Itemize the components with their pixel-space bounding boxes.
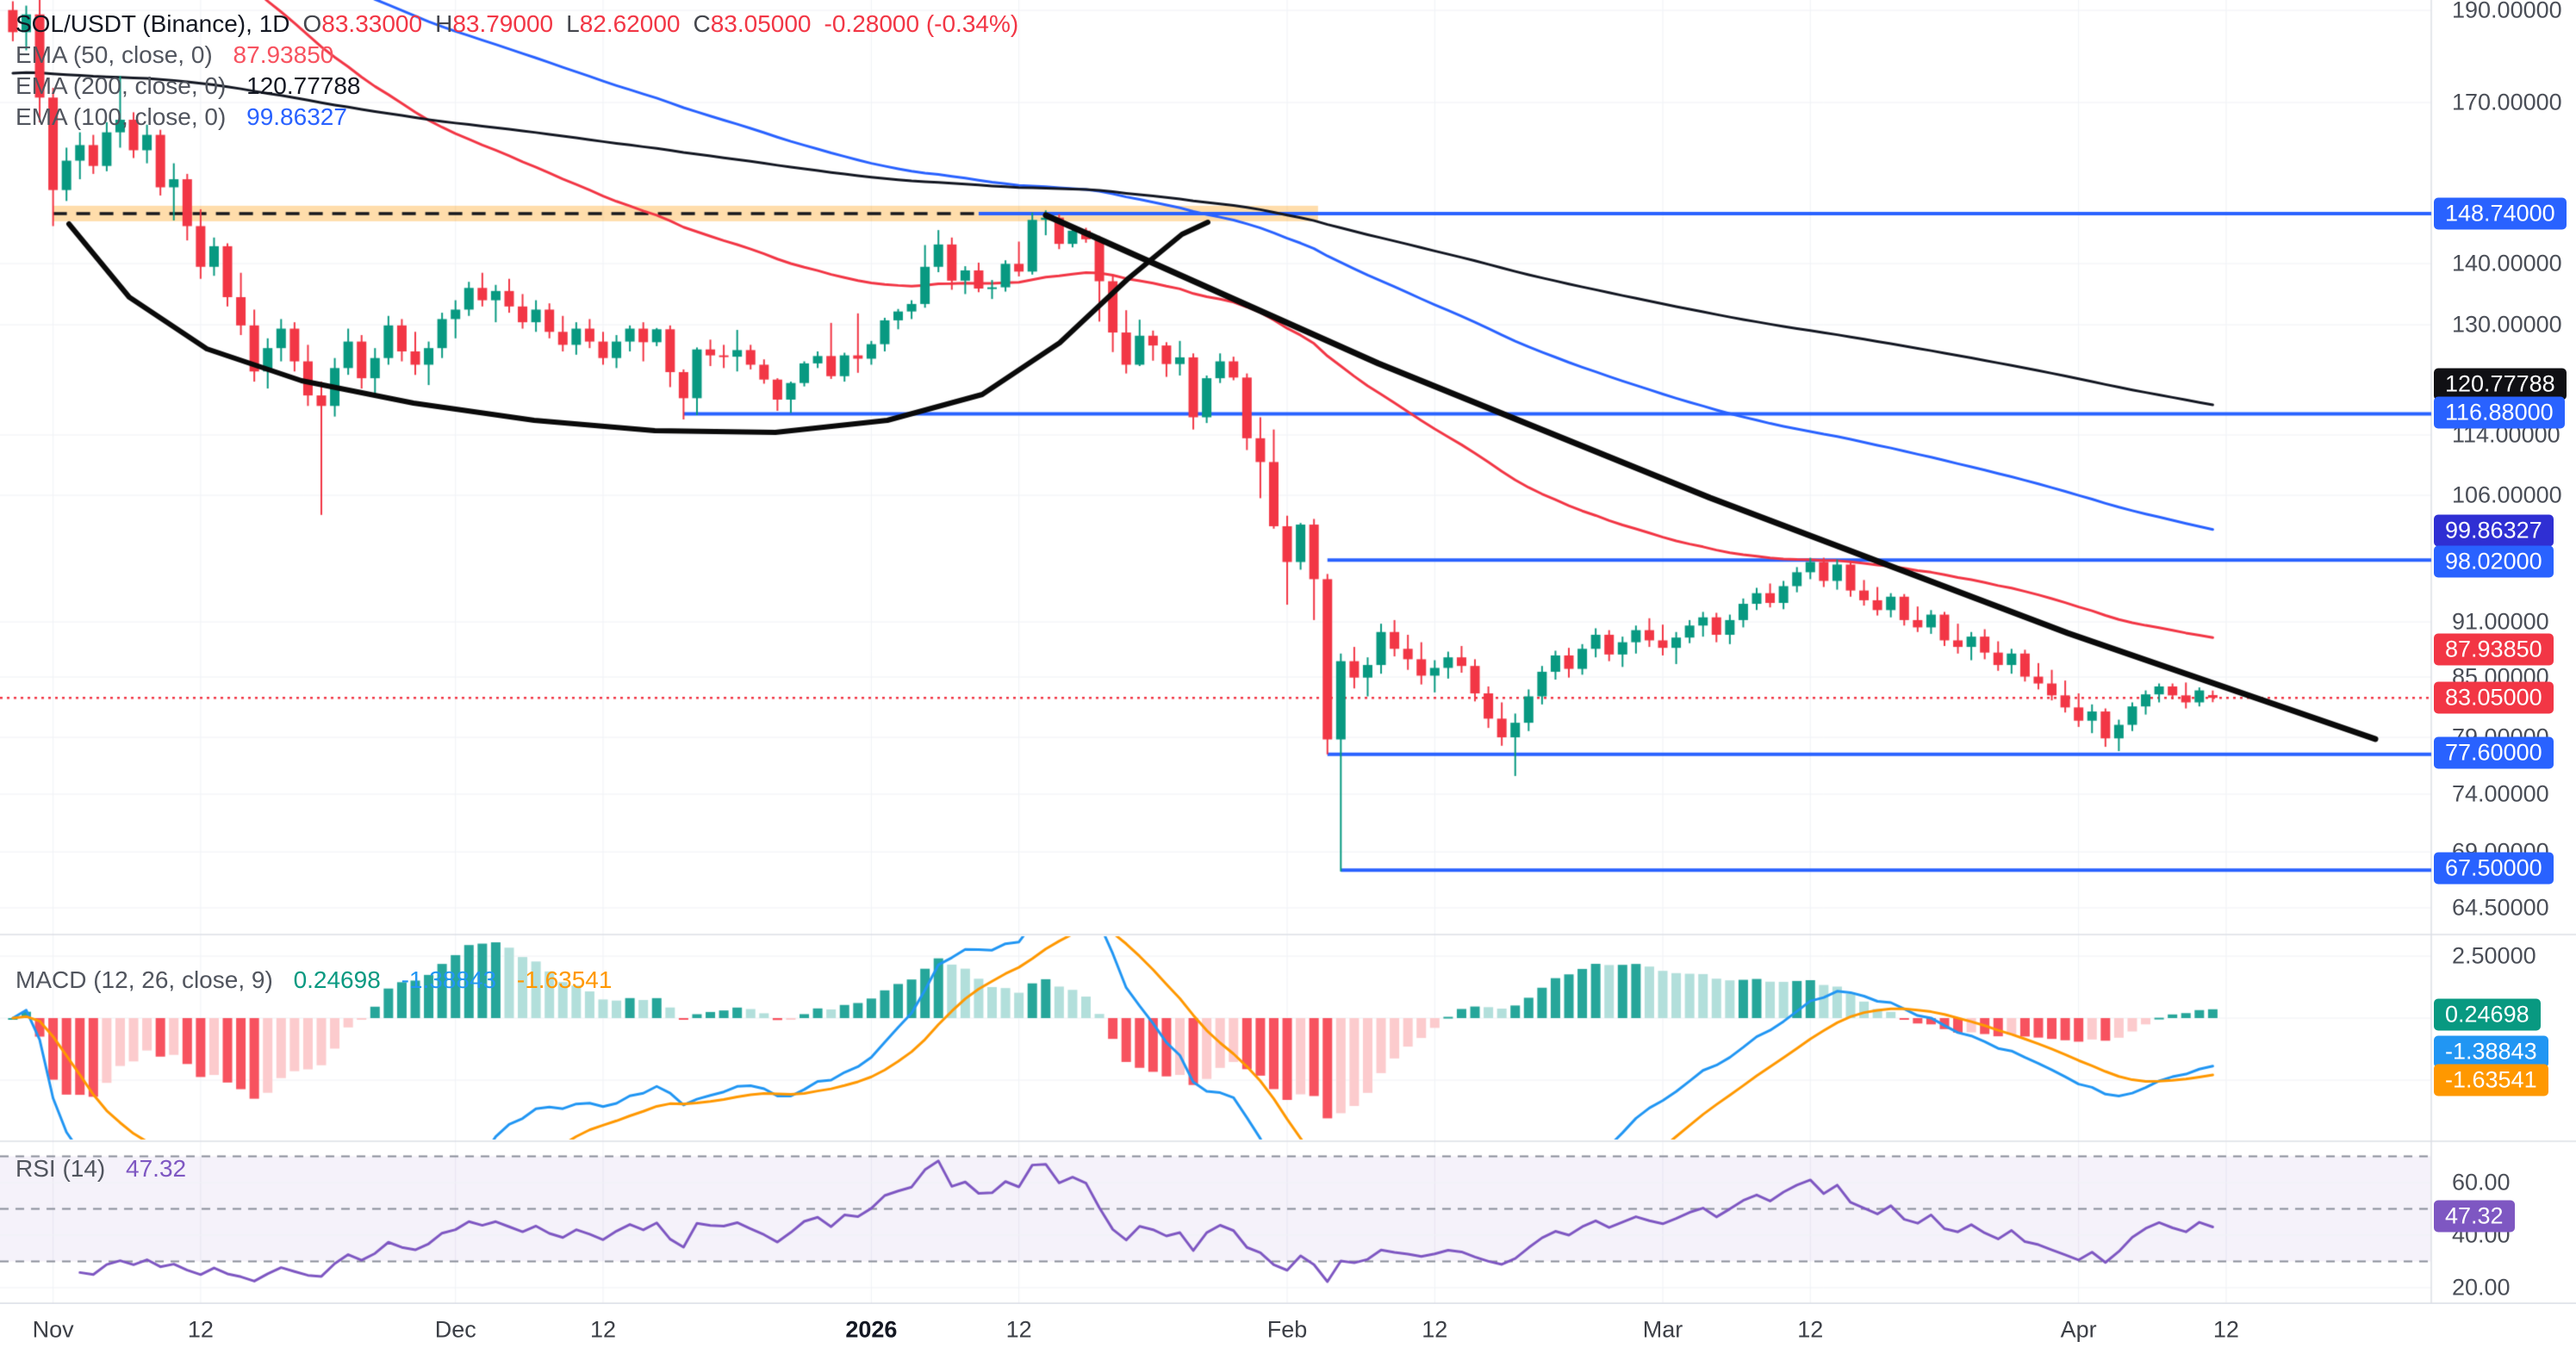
- time-axis-label: Mar: [1642, 1316, 1683, 1342]
- price-badge: 98.02000: [2434, 545, 2554, 578]
- scale-tick-label: 130.00000: [2452, 311, 2562, 338]
- time-axis-label: 12: [1005, 1316, 1032, 1342]
- macd-hist-value: 0.24698: [293, 966, 381, 993]
- price-badge: 83.05000: [2434, 681, 2554, 714]
- price-scale[interactable]: 190.00000 170.00000 140.00000 130.00000 114.…: [2431, 0, 2576, 1303]
- time-axis-label: 12: [589, 1316, 616, 1342]
- ema200-legend[interactable]: EMA (200, close, 0) 120.77788: [16, 72, 360, 100]
- ema200-value: 120.77788: [246, 72, 361, 99]
- time-axis-label: Apr: [2060, 1316, 2097, 1342]
- ohlc-value-open: 83.33000: [321, 10, 423, 37]
- symbol-title[interactable]: SOL/USDT (Binance), 1D: [16, 10, 290, 37]
- time-axis-label: 12: [1797, 1316, 1824, 1342]
- time-axis-label: Feb: [1266, 1316, 1308, 1342]
- time-axis-label: 12: [1422, 1316, 1448, 1342]
- ema100-name: EMA (100, close, 0): [16, 103, 227, 130]
- price-badge: 77.60000: [2434, 736, 2554, 769]
- change-readout: -0.28000 (-0.34%): [824, 10, 1019, 37]
- price-badge: 87.93850: [2434, 633, 2554, 666]
- scale-tick-label: 106.00000: [2452, 481, 2562, 508]
- macd-legend[interactable]: MACD (12, 26, close, 9) 0.24698 -1.38843…: [16, 966, 612, 994]
- rsi-name: RSI (14): [16, 1155, 106, 1182]
- scale-tick-label: 190.00000: [2452, 0, 2562, 23]
- scale-tick-label: 74.00000: [2452, 780, 2549, 807]
- ema50-value: 87.93850: [233, 41, 334, 68]
- ema50-legend[interactable]: EMA (50, close, 0) 87.93850: [16, 41, 333, 69]
- scale-tick-label: 91.00000: [2452, 608, 2549, 635]
- ohlc-key-open: O: [302, 10, 322, 37]
- scale-tick-label: 64.50000: [2452, 894, 2549, 921]
- scale-tick-label: 20.00: [2452, 1274, 2511, 1301]
- macd-name: MACD (12, 26, close, 9): [16, 966, 273, 993]
- ema100-value: 99.86327: [246, 103, 347, 130]
- scale-tick-label: 60.00: [2452, 1169, 2511, 1196]
- scale-tick-label: 2.50000: [2452, 942, 2536, 969]
- ohlc-key-close: C: [693, 10, 711, 37]
- price-badge: 67.50000: [2434, 852, 2554, 885]
- ema200-name: EMA (200, close, 0): [16, 72, 227, 99]
- ohlc-value-high: 83.79000: [452, 10, 554, 37]
- time-axis-label: 2026: [845, 1316, 898, 1342]
- time-axis-label: 12: [187, 1316, 214, 1342]
- price-badge: -1.63541: [2434, 1064, 2548, 1096]
- ohlc-readout: O83.33000 H83.79000 L82.62000 C83.05000: [290, 10, 812, 37]
- macd-line-value: -1.38843: [401, 966, 497, 993]
- time-axis-label: 12: [2212, 1316, 2239, 1342]
- price-badge: 47.32: [2434, 1200, 2515, 1233]
- time-axis-label: Dec: [434, 1316, 476, 1342]
- price-badge: 148.74000: [2434, 197, 2567, 230]
- time-axis[interactable]: Nov 12 Dec 12 2026 12 Feb 12 Mar 12 Apr 12: [0, 1303, 2576, 1354]
- rsi-legend[interactable]: RSI (14) 47.32: [16, 1155, 186, 1183]
- time-axis-label: Nov: [32, 1316, 74, 1342]
- ema50-name: EMA (50, close, 0): [16, 41, 213, 68]
- scale-tick-label: 140.00000: [2452, 250, 2562, 276]
- ema100-legend[interactable]: EMA (100, close, 0) 99.86327: [16, 103, 347, 131]
- price-badge: -1.38843: [2434, 1035, 2548, 1068]
- price-badge: 116.88000: [2434, 396, 2565, 429]
- ohlc-key-high: H: [435, 10, 453, 37]
- price-badge: 99.86327: [2434, 514, 2554, 547]
- ohlc-value-low: 82.62000: [579, 10, 681, 37]
- price-badge: 120.77788: [2434, 368, 2567, 401]
- scale-tick-label: 170.00000: [2452, 89, 2562, 115]
- ohlc-value-close: 83.05000: [710, 10, 812, 37]
- symbol-legend[interactable]: SOL/USDT (Binance), 1D O83.33000 H83.79000…: [16, 10, 1018, 38]
- macd-signal-value: -1.63541: [516, 966, 613, 993]
- price-badge: 0.24698: [2434, 998, 2541, 1031]
- rsi-value: 47.32: [126, 1155, 187, 1182]
- ohlc-key-low: L: [566, 10, 580, 37]
